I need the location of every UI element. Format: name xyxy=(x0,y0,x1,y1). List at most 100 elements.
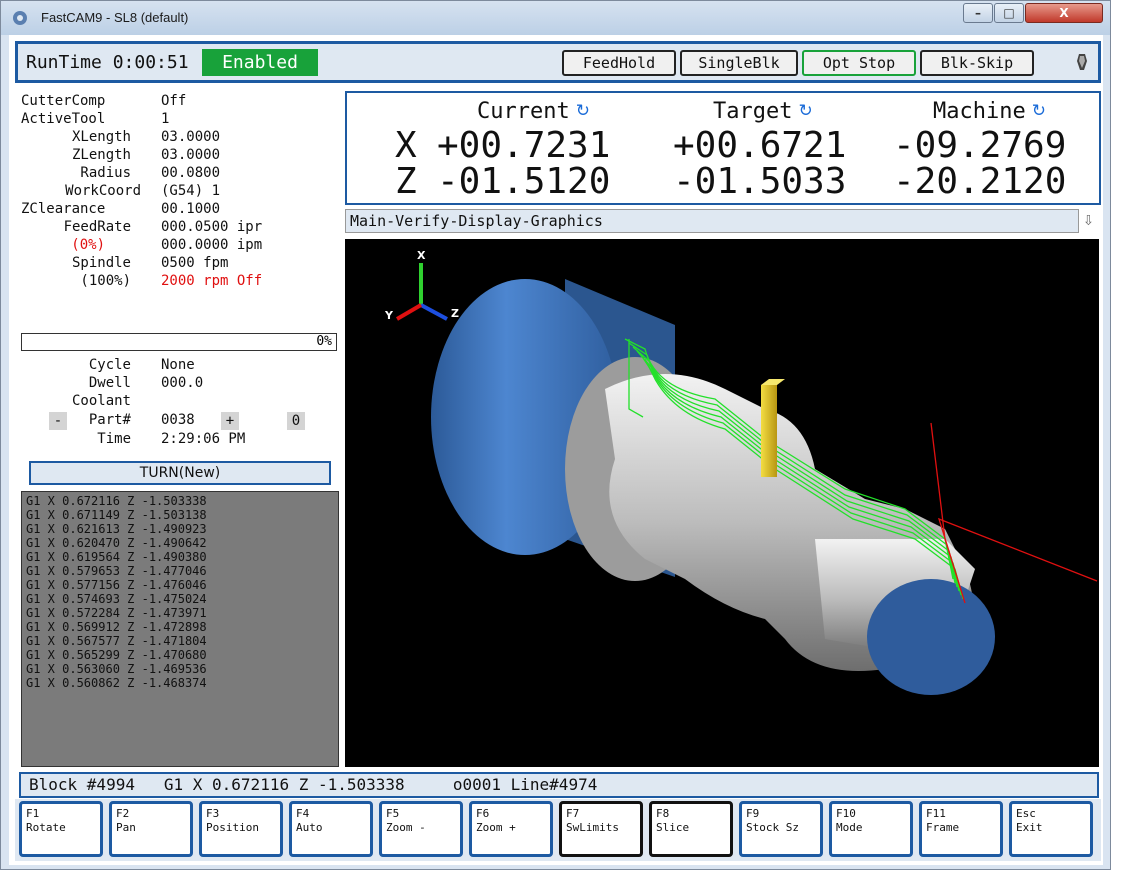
fkey-code: F6 xyxy=(476,807,490,820)
z-machine-value: -20.2120 xyxy=(893,161,1067,202)
opt-stop-button[interactable]: Opt Stop xyxy=(802,50,916,76)
toolpath xyxy=(624,338,964,600)
f9-stock-size-button[interactable]: F9 Stock Sz xyxy=(739,801,823,857)
current-header-label: Current xyxy=(477,99,570,124)
close-button[interactable]: X xyxy=(1025,3,1103,23)
fkey-code: F7 xyxy=(566,807,580,820)
fkey-label: Auto xyxy=(296,821,323,834)
fkey-code: F3 xyxy=(206,807,220,820)
z-target-value: -01.5033 xyxy=(673,161,847,202)
fkey-label: Rotate xyxy=(26,821,66,834)
progress-percent: 0% xyxy=(316,334,332,349)
spindle-rpm-value: 2000 rpm Off xyxy=(161,273,263,289)
part-minus-button[interactable]: - xyxy=(49,412,67,430)
gcode-line: G1 X 0.574693 Z -1.475024 xyxy=(26,592,207,606)
f6-zoom-in-button[interactable]: F6 Zoom + xyxy=(469,801,553,857)
f3-position-button[interactable]: F3 Position xyxy=(199,801,283,857)
current-header: Current ↻ xyxy=(477,99,590,124)
x-machine-value: -09.2769 xyxy=(893,125,1067,166)
gcode-line: G1 X 0.569912 Z -1.472898 xyxy=(26,620,207,634)
maximize-button[interactable]: □ xyxy=(994,3,1024,23)
refresh-icon[interactable]: ↻ xyxy=(1031,101,1046,121)
f10-mode-button[interactable]: F10 Mode xyxy=(829,801,913,857)
gcode-line: G1 X 0.579653 Z -1.477046 xyxy=(26,564,207,578)
target-header: Target ↻ xyxy=(713,99,813,124)
status-label: (100%) xyxy=(80,273,131,289)
spindle-icon xyxy=(1077,54,1087,70)
minimize-button[interactable]: – xyxy=(963,3,993,23)
gcode-line: G1 X 0.577156 Z -1.476046 xyxy=(26,578,207,592)
f1-rotate-button[interactable]: F1 Rotate xyxy=(19,801,103,857)
z-current-value: -01.5120 xyxy=(437,161,611,202)
status-label: ZClearance xyxy=(21,201,106,217)
x-current-value: +00.7231 xyxy=(437,125,611,166)
machine-header-label: Machine xyxy=(933,99,1026,124)
triad-y-label: Y xyxy=(384,309,394,322)
gcode-line: G1 X 0.565299 Z -1.470680 xyxy=(26,648,207,662)
status-value: 000.0000 ipm xyxy=(161,237,263,253)
fkey-code: F4 xyxy=(296,807,310,820)
triad-z-axis xyxy=(420,303,448,321)
status-value: 0500 fpm xyxy=(161,255,229,271)
status-label: Dwell xyxy=(88,375,131,391)
part-zero-button[interactable]: 0 xyxy=(287,412,305,430)
fkey-code: F11 xyxy=(926,807,946,820)
esc-exit-button[interactable]: Esc Exit xyxy=(1009,801,1093,857)
status-value: 03.0000 xyxy=(161,129,221,145)
status-value: 00.1000 xyxy=(161,201,221,217)
singleblk-button[interactable]: SingleBlk xyxy=(680,50,798,76)
machine-header: Machine ↻ xyxy=(933,99,1046,124)
graphics-header: Main-Verify-Display-Graphics xyxy=(345,209,1079,233)
f2-pan-button[interactable]: F2 Pan xyxy=(109,801,193,857)
feed-override-label: (0%) xyxy=(71,237,105,253)
status-value: 000.0500 ipr xyxy=(161,219,263,235)
client-area: RunTime 0:00:51 Enabled FeedHold SingleB… xyxy=(9,35,1103,865)
arrow-down-icon[interactable]: ⇩ xyxy=(1083,209,1094,230)
gcode-list[interactable]: G1 X 0.672116 Z -1.503338 G1 X 0.671149 … xyxy=(21,491,339,767)
status-label: CutterComp xyxy=(21,93,106,109)
fkey-label: Frame xyxy=(926,821,960,834)
fkey-code: F1 xyxy=(26,807,40,820)
refresh-icon[interactable]: ↻ xyxy=(798,101,813,121)
status-value: Off xyxy=(161,93,187,109)
f11-frame-button[interactable]: F11 Frame xyxy=(919,801,1003,857)
part-plus-button[interactable]: + xyxy=(221,412,239,430)
status-value: (G54) 1 xyxy=(161,183,221,199)
status-label: Coolant xyxy=(71,393,131,409)
window-title: FastCAM9 - SL8 (default) xyxy=(41,10,189,25)
cutting-tool-top xyxy=(761,379,785,385)
triad-z-label: Z xyxy=(451,307,459,320)
gcode-line: G1 X 0.563060 Z -1.469536 xyxy=(26,662,207,676)
f8-slice-button[interactable]: F8 Slice xyxy=(649,801,733,857)
gcode-line: G1 X 0.620470 Z -1.490642 xyxy=(26,536,207,550)
triad-y-axis xyxy=(395,303,423,321)
gcode-line: G1 X 0.619564 Z -1.490380 xyxy=(26,550,207,564)
fkey-label: Position xyxy=(206,821,259,834)
status-value: 000.0 xyxy=(161,375,204,391)
status-label: Spindle xyxy=(71,255,131,271)
gcode-line: G1 X 0.572284 Z -1.473971 xyxy=(26,606,207,620)
status-label: WorkCoord xyxy=(65,183,141,199)
fkey-code: F2 xyxy=(116,807,130,820)
f4-auto-button[interactable]: F4 Auto xyxy=(289,801,373,857)
z-axis-label: Z xyxy=(395,161,417,202)
mode-indicator: TURN(New) xyxy=(29,461,331,485)
fkey-label: Pan xyxy=(116,821,136,834)
enabled-badge: Enabled xyxy=(202,49,318,76)
feedhold-button[interactable]: FeedHold xyxy=(562,50,676,76)
fkey-code: F5 xyxy=(386,807,400,820)
runtime-display: RunTime 0:00:51 xyxy=(26,52,189,73)
refresh-icon[interactable]: ↻ xyxy=(575,101,590,121)
fkey-code: F9 xyxy=(746,807,760,820)
f5-zoom-out-button[interactable]: F5 Zoom - xyxy=(379,801,463,857)
f7-swlimits-button[interactable]: F7 SwLimits xyxy=(559,801,643,857)
status-value: None xyxy=(161,357,195,373)
part-end-face xyxy=(867,579,995,695)
triad-x-label: X xyxy=(417,249,426,262)
blk-skip-button[interactable]: Blk-Skip xyxy=(920,50,1034,76)
fkey-label: Zoom - xyxy=(386,821,426,834)
verify-graphics-viewport[interactable]: X Y Z xyxy=(345,239,1099,767)
app-icon xyxy=(13,11,27,25)
status-value: 03.0000 xyxy=(161,147,221,163)
status-label: ActiveTool xyxy=(21,111,106,127)
